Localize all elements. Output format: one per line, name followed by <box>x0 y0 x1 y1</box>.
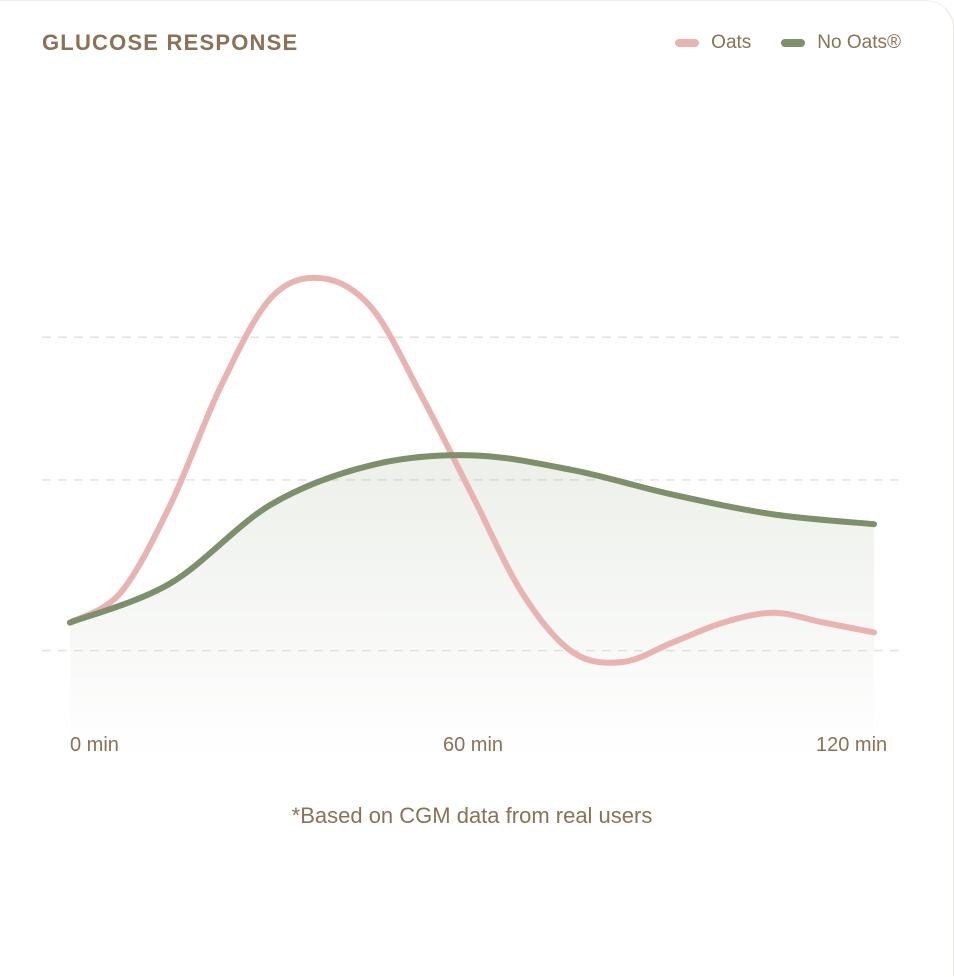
series-line-no-oats <box>67 452 877 626</box>
legend-label-oats: Oats <box>711 32 752 53</box>
chart-title: GLUCOSE RESPONSE <box>42 30 299 55</box>
legend-label-no-oats: No Oats® <box>817 32 901 53</box>
x-tick-label-120: 120 min <box>816 734 888 756</box>
x-tick-label-0: 0 min <box>70 734 119 756</box>
legend-swatch-oats <box>675 39 700 47</box>
legend-swatch-no-oats <box>781 39 806 47</box>
x-tick-label-60: 60 min <box>443 734 504 756</box>
legend-item-no-oats: No Oats® <box>781 32 901 54</box>
series-line-oats <box>67 274 877 666</box>
chart-legend: Oats No Oats® <box>675 32 901 54</box>
series-area-no-oats <box>70 455 874 761</box>
footnote: *Based on CGM data from real users <box>291 803 653 828</box>
legend-item-oats: Oats <box>675 32 751 54</box>
